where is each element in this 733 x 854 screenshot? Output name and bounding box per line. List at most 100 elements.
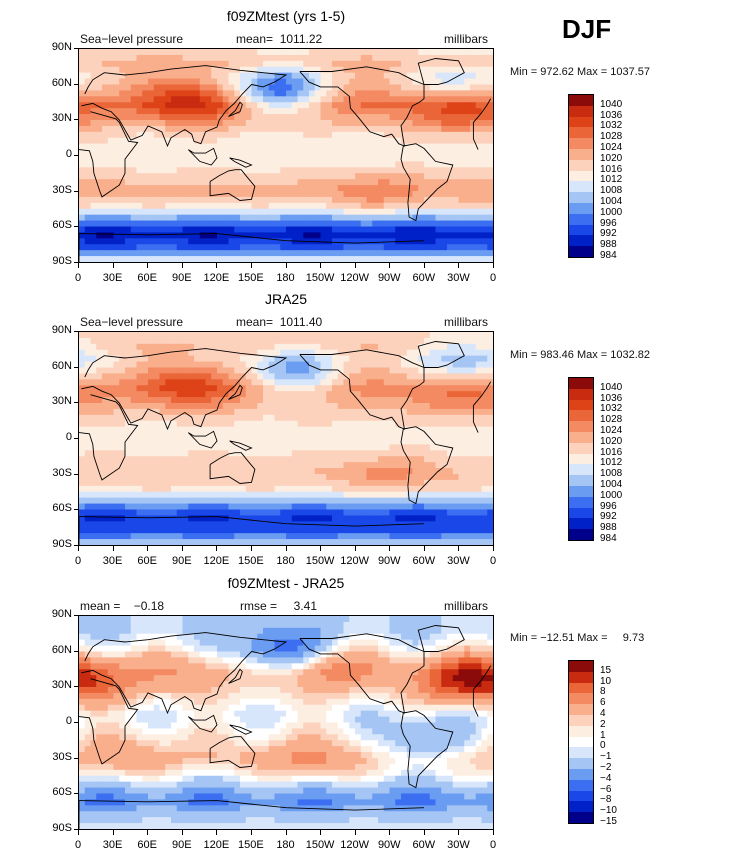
field-cell [176,167,184,174]
field-cell [263,497,270,505]
field-cell [113,403,120,410]
field-cell [165,509,172,517]
field-cell [148,191,155,198]
field-cell [199,137,207,145]
field-cell [125,385,132,392]
field-cell [159,161,166,168]
field-cell [303,84,310,92]
field-cell [228,373,235,380]
field-cell [263,256,270,262]
field-cell [274,66,281,74]
field-cell [452,108,460,115]
field-cell [320,403,327,410]
field-cell [245,256,253,262]
field-cell [291,462,299,469]
field-cell [452,432,460,440]
field-cell [182,173,189,180]
field-cell [303,167,310,174]
field-cell [406,173,414,180]
field-cell [458,414,465,422]
field-cell [217,355,224,363]
field-cell [435,72,442,80]
field-cell [401,167,408,174]
field-cell [280,355,287,363]
field-cell [406,361,414,369]
field-cell [447,385,454,392]
field-cell [355,102,362,109]
field-cell [487,397,493,404]
field-cell [429,509,437,517]
field-cell [395,244,402,251]
field-cell [429,515,437,522]
field-cell [194,408,201,416]
field-cell [268,379,276,386]
field-cell [470,420,477,428]
field-cell [447,114,454,121]
field-cell [119,250,126,257]
field-cell [487,373,493,380]
field-cell [360,137,368,145]
field-cell [424,391,431,398]
field-cell [217,420,224,428]
field-cell [429,391,437,398]
field-cell [418,149,425,157]
field-cell [355,438,362,446]
field-cell [171,196,178,204]
field-cell [343,214,350,222]
field-cell [383,337,391,345]
field-cell [107,349,115,357]
field-cell [458,60,465,68]
field-cell [251,432,258,440]
field-cell [464,391,471,398]
field-cell [481,96,488,103]
field-cell [228,137,235,145]
field-cell [297,414,304,422]
field-cell [257,462,264,469]
field-cell [470,509,477,517]
field-cell [297,355,304,363]
field-cell [142,208,149,216]
field-cell [326,54,333,62]
field-cell [171,149,178,157]
field-cell [84,474,92,481]
field-cell [303,125,310,133]
field-cell [102,108,109,115]
field-cell [303,349,310,357]
field-cell [182,49,189,56]
field-cell [366,256,373,262]
field-cell [447,131,454,139]
field-cell [447,491,454,499]
field-cell [314,420,322,428]
field-cell [406,491,414,499]
field-cell [424,49,431,56]
field-cell [148,137,155,145]
field-cell [113,349,120,357]
field-cell [125,332,132,339]
field-cell [79,143,86,151]
field-cell [291,379,299,386]
field-cell [286,173,293,180]
field-cell [470,96,477,103]
field-cell [125,497,132,505]
field-cell [165,78,172,86]
field-cell [320,414,327,422]
field-cell [79,391,86,398]
field-cell [481,226,488,234]
field-cell [79,167,86,174]
field-cell [102,49,109,56]
field-cell [165,191,172,198]
field-cell [475,90,483,97]
field-cell [96,90,103,97]
field-cell [153,485,161,493]
field-cell [286,408,293,416]
field-cell [251,96,258,103]
field-cell [326,102,333,109]
field-cell [125,185,132,192]
field-cell [441,167,448,174]
field-cell [291,432,299,440]
field-cell [309,367,316,375]
field-cell [263,60,270,68]
field-cell [326,208,333,216]
field-cell [291,54,299,62]
field-cell [176,337,184,345]
